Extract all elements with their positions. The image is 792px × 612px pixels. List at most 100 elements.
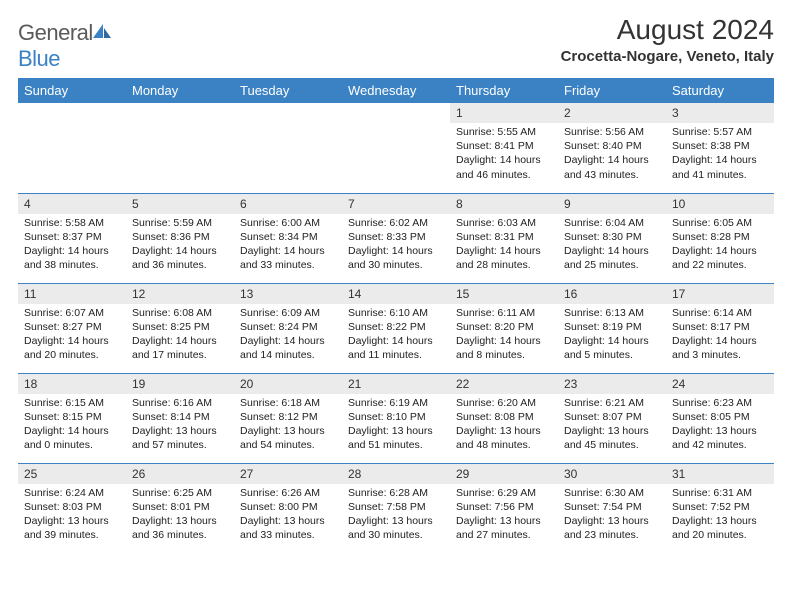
day-number: 4	[18, 194, 126, 214]
day-body: Sunrise: 6:20 AMSunset: 8:08 PMDaylight:…	[450, 394, 558, 457]
day-number: 7	[342, 194, 450, 214]
day-body: Sunrise: 6:19 AMSunset: 8:10 PMDaylight:…	[342, 394, 450, 457]
location: Crocetta-Nogare, Veneto, Italy	[561, 48, 774, 65]
daylight-line: Daylight: 13 hours and 42 minutes.	[672, 425, 757, 451]
calendar-cell: 18 Sunrise: 6:15 AM Sunset: 8:15 PM Dayligh…	[18, 373, 126, 463]
calendar-cell-empty	[342, 103, 450, 193]
sunset-line: Sunset: 8:37 PM	[24, 231, 102, 243]
sunrise-line: Sunrise: 6:28 AM	[348, 487, 428, 499]
month-title: August 2024	[561, 14, 774, 46]
sunrise-line: Sunrise: 6:04 AM	[564, 217, 644, 229]
sunrise-line: Sunrise: 6:31 AM	[672, 487, 752, 499]
calendar-cell: 20Sunrise: 6:18 AMSunset: 8:12 PMDayligh…	[234, 373, 342, 463]
sunset-line: Sunset: 8:12 PM	[240, 411, 318, 423]
daylight-line: Daylight: 13 hours and 27 minutes.	[456, 515, 541, 541]
day-body: Sunrise: 6:08 AMSunset: 8:25 PMDaylight:…	[126, 304, 234, 367]
sunrise-line: Sunrise: 6:25 AM	[132, 487, 212, 499]
calendar-cell: 7Sunrise: 6:02 AMSunset: 8:33 PMDaylight…	[342, 193, 450, 283]
day-number: 18	[18, 374, 126, 394]
daylight-line: Daylight: 13 hours and 48 minutes.	[456, 425, 541, 451]
sunrise-line: Sunrise: 6:03 AM	[456, 217, 536, 229]
calendar-cell: 23Sunrise: 6:21 AMSunset: 8:07 PMDayligh…	[558, 373, 666, 463]
calendar-cell: 26Sunrise: 6:25 AMSunset: 8:01 PMDayligh…	[126, 463, 234, 553]
logo-sail-icon	[91, 20, 113, 45]
calendar-cell: 2Sunrise: 5:56 AMSunset: 8:40 PMDaylight…	[558, 103, 666, 193]
daylight-line: Daylight: 14 hours and 11 minutes.	[348, 335, 433, 361]
sunset-line: Sunset: 8:38 PM	[672, 140, 750, 152]
calendar-cell: 22Sunrise: 6:20 AMSunset: 8:08 PMDayligh…	[450, 373, 558, 463]
sunrise-line: Sunrise: 6:11 AM	[456, 307, 535, 319]
sunrise-line: Sunrise: 6:14 AM	[672, 307, 752, 319]
sunrise-line: Sunrise: 5:55 AM	[456, 126, 536, 138]
day-number: 9	[558, 194, 666, 214]
day-body: Sunrise: 6:28 AMSunset: 7:58 PMDaylight:…	[342, 484, 450, 547]
day-body: Sunrise: 6:10 AMSunset: 8:22 PMDaylight:…	[342, 304, 450, 367]
day-body: Sunrise: 6:13 AMSunset: 8:19 PMDaylight:…	[558, 304, 666, 367]
sunset-line: Sunset: 8:15 PM	[24, 411, 102, 423]
calendar-cell-empty	[234, 103, 342, 193]
day-number: 26	[126, 464, 234, 484]
calendar-cell: 14Sunrise: 6:10 AMSunset: 8:22 PMDayligh…	[342, 283, 450, 373]
calendar-row: 25Sunrise: 6:24 AMSunset: 8:03 PMDayligh…	[18, 463, 774, 553]
day-number: 6	[234, 194, 342, 214]
sunset-line: Sunset: 8:34 PM	[240, 231, 318, 243]
day-body: Sunrise: 6:02 AMSunset: 8:33 PMDaylight:…	[342, 214, 450, 277]
title-block: August 2024 Crocetta-Nogare, Veneto, Ita…	[561, 14, 774, 65]
daylight-line: Daylight: 14 hours and 33 minutes.	[240, 245, 325, 271]
calendar-row: 1Sunrise: 5:55 AMSunset: 8:41 PMDaylight…	[18, 103, 774, 193]
calendar-cell: 19Sunrise: 6:16 AMSunset: 8:14 PMDayligh…	[126, 373, 234, 463]
sunrise-line: Sunrise: 6:19 AM	[348, 397, 428, 409]
day-body: Sunrise: 6:03 AMSunset: 8:31 PMDaylight:…	[450, 214, 558, 277]
calendar-cell: 21Sunrise: 6:19 AMSunset: 8:10 PMDayligh…	[342, 373, 450, 463]
daylight-line: Daylight: 14 hours and 25 minutes.	[564, 245, 649, 271]
sunset-line: Sunset: 8:19 PM	[564, 321, 642, 333]
day-body: Sunrise: 6:05 AMSunset: 8:28 PMDaylight:…	[666, 214, 774, 277]
daylight-line: Daylight: 14 hours and 38 minutes.	[24, 245, 109, 271]
sunset-line: Sunset: 8:36 PM	[132, 231, 210, 243]
day-body: Sunrise: 5:59 AMSunset: 8:36 PMDaylight:…	[126, 214, 234, 277]
weekday-header: Monday	[126, 78, 234, 103]
sunrise-line: Sunrise: 6:18 AM	[240, 397, 320, 409]
daylight-line: Daylight: 14 hours and 14 minutes.	[240, 335, 325, 361]
day-body: Sunrise: 6:15 AM Sunset: 8:15 PM Daylight:…	[18, 394, 126, 457]
day-body: Sunrise: 6:26 AMSunset: 8:00 PMDaylight:…	[234, 484, 342, 547]
calendar-row: 11Sunrise: 6:07 AMSunset: 8:27 PMDayligh…	[18, 283, 774, 373]
calendar-cell: 30Sunrise: 6:30 AMSunset: 7:54 PMDayligh…	[558, 463, 666, 553]
sunset-line: Sunset: 7:54 PM	[564, 501, 642, 513]
calendar-cell: 15Sunrise: 6:11 AMSunset: 8:20 PMDayligh…	[450, 283, 558, 373]
daylight-line: Daylight: 13 hours and 57 minutes.	[132, 425, 217, 451]
calendar-cell: 16Sunrise: 6:13 AMSunset: 8:19 PMDayligh…	[558, 283, 666, 373]
sunrise-line: Sunrise: 6:05 AM	[672, 217, 752, 229]
day-number: 28	[342, 464, 450, 484]
daylight-line: Daylight: 13 hours and 20 minutes.	[672, 515, 757, 541]
daylight-line: Daylight: 14 hours and 30 minutes.	[348, 245, 433, 271]
daylight-line: Daylight: 14 hours and 0 minutes.	[24, 425, 109, 451]
sunrise-line: Sunrise: 6:15 AM	[24, 397, 104, 409]
day-number: 16	[558, 284, 666, 304]
day-body: Sunrise: 6:25 AMSunset: 8:01 PMDaylight:…	[126, 484, 234, 547]
calendar-cell: 8Sunrise: 6:03 AMSunset: 8:31 PMDaylight…	[450, 193, 558, 283]
sunset-line: Sunset: 7:56 PM	[456, 501, 534, 513]
calendar-cell: 13Sunrise: 6:09 AMSunset: 8:24 PMDayligh…	[234, 283, 342, 373]
sunrise-line: Sunrise: 6:30 AM	[564, 487, 644, 499]
sunrise-line: Sunrise: 6:09 AM	[240, 307, 320, 319]
sunrise-line: Sunrise: 6:00 AM	[240, 217, 320, 229]
calendar-cell: 9Sunrise: 6:04 AMSunset: 8:30 PMDaylight…	[558, 193, 666, 283]
day-body: Sunrise: 6:11 AMSunset: 8:20 PMDaylight:…	[450, 304, 558, 367]
day-body: Sunrise: 6:29 AMSunset: 7:56 PMDaylight:…	[450, 484, 558, 547]
sunrise-line: Sunrise: 6:02 AM	[348, 217, 428, 229]
day-body: Sunrise: 5:56 AMSunset: 8:40 PMDaylight:…	[558, 123, 666, 186]
calendar-cell: 10Sunrise: 6:05 AMSunset: 8:28 PMDayligh…	[666, 193, 774, 283]
daylight-line: Daylight: 14 hours and 43 minutes.	[564, 154, 649, 180]
weekday-header: Saturday	[666, 78, 774, 103]
sunset-line: Sunset: 8:27 PM	[24, 321, 102, 333]
day-number: 24	[666, 374, 774, 394]
daylight-line: Daylight: 14 hours and 46 minutes.	[456, 154, 541, 180]
sunrise-line: Sunrise: 5:59 AM	[132, 217, 212, 229]
sunrise-line: Sunrise: 6:10 AM	[348, 307, 428, 319]
day-number: 29	[450, 464, 558, 484]
calendar-row: 18 Sunrise: 6:15 AM Sunset: 8:15 PM Dayligh…	[18, 373, 774, 463]
sunrise-line: Sunrise: 6:08 AM	[132, 307, 212, 319]
sunset-line: Sunset: 7:58 PM	[348, 501, 426, 513]
calendar-cell: 24Sunrise: 6:23 AMSunset: 8:05 PMDayligh…	[666, 373, 774, 463]
